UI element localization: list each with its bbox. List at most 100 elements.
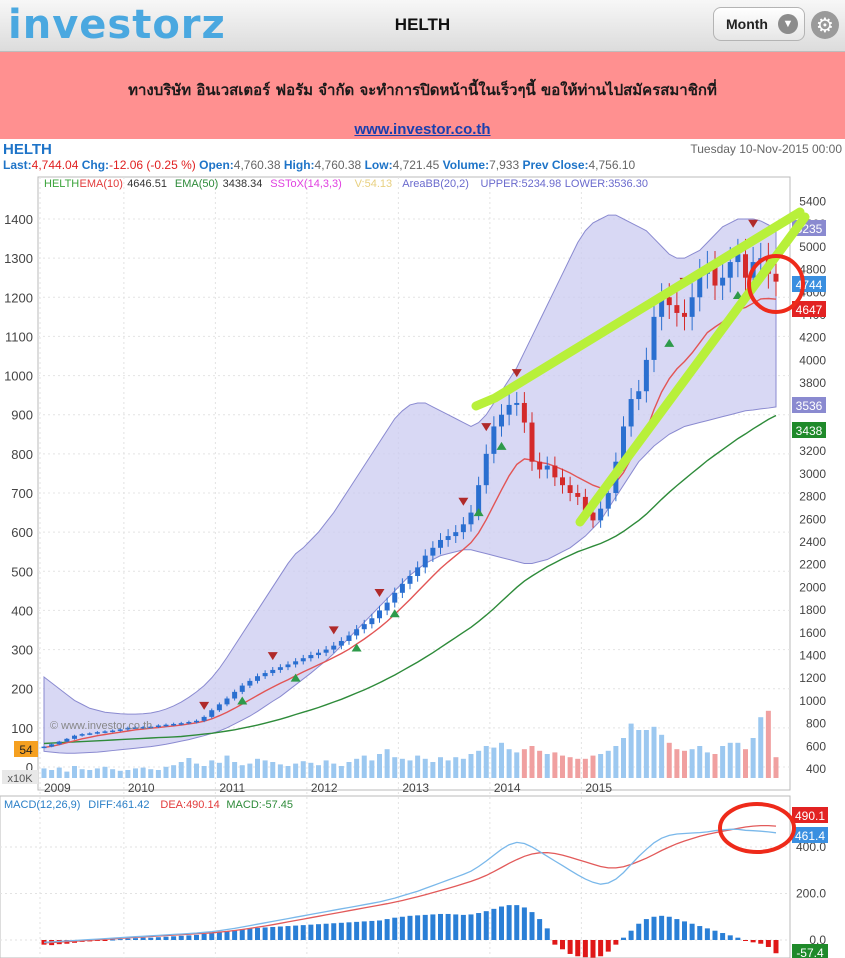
volume-unit-bg bbox=[2, 770, 38, 784]
price-chart[interactable]: 0 100 200 300 400 500 600 700 800 900 1000 1100 1200… bbox=[0, 172, 845, 958]
macd-histogram-bar bbox=[537, 919, 543, 940]
volume-bar bbox=[79, 769, 85, 778]
volume-bar bbox=[94, 768, 100, 778]
price-circle-annotation bbox=[747, 254, 805, 314]
volume-bar bbox=[361, 755, 367, 778]
candle-body bbox=[468, 512, 474, 525]
macd-histogram-bar bbox=[659, 915, 665, 940]
macd-dea-line bbox=[43, 824, 777, 944]
candle-body bbox=[224, 698, 230, 705]
volume-bar bbox=[201, 766, 207, 778]
quote-date: Tuesday 10-Nov-2015 00:00 bbox=[690, 142, 842, 156]
volume-bar bbox=[430, 762, 436, 778]
candle-body bbox=[331, 645, 337, 650]
right-axis-tick: 1200 bbox=[799, 671, 826, 685]
macd-histogram-bar bbox=[308, 924, 314, 940]
macd-histogram-bar bbox=[621, 937, 626, 940]
chevron-down-icon: ▼ bbox=[778, 14, 798, 34]
x-axis-label: 2015 bbox=[585, 781, 612, 795]
candle-body bbox=[155, 725, 161, 728]
chart-symbol: HELTH bbox=[3, 141, 52, 158]
volume-bar bbox=[56, 767, 62, 778]
right-axis-tick: 3000 bbox=[799, 467, 826, 481]
volume-bar bbox=[171, 765, 177, 778]
macd-histogram-bar bbox=[567, 940, 573, 954]
candle-body bbox=[262, 673, 268, 677]
left-axis-tick: 500 bbox=[11, 564, 33, 579]
volume-bar bbox=[453, 757, 459, 778]
volume-bar bbox=[346, 762, 352, 778]
macd-histogram-bar bbox=[171, 936, 177, 940]
sell-signal-marker bbox=[458, 497, 469, 506]
volume-bar bbox=[178, 762, 184, 778]
ema50-line bbox=[43, 414, 777, 745]
gear-icon[interactable]: ⚙ bbox=[811, 11, 839, 39]
macd-histogram-bar bbox=[514, 905, 520, 940]
top-bar: investorz HELTH Month ▼ ⚙ bbox=[0, 0, 845, 52]
volume-bar bbox=[438, 757, 443, 778]
candle-body bbox=[514, 402, 520, 405]
macd-histogram-bar bbox=[560, 940, 565, 950]
investorz-logo[interactable]: investorz bbox=[8, 2, 226, 48]
macd-histogram-bar bbox=[682, 921, 687, 940]
candle-body bbox=[506, 404, 512, 415]
candle-body bbox=[323, 649, 329, 653]
macd-histogram-bar bbox=[750, 940, 756, 943]
candle-body bbox=[285, 664, 291, 668]
open-value: 4,760.38 bbox=[233, 158, 281, 172]
volume-bar bbox=[499, 742, 504, 778]
macd-value-tag: 490.1 bbox=[795, 809, 825, 823]
volume-unit-label: x10K bbox=[7, 773, 33, 785]
legend-entry: EMA(10) bbox=[80, 178, 123, 190]
value-tag-bg bbox=[792, 397, 826, 413]
macd-histogram-bar bbox=[186, 935, 192, 940]
candle-body bbox=[316, 652, 321, 656]
right-axis-tick: 4200 bbox=[799, 331, 826, 345]
candle-body bbox=[438, 539, 443, 548]
value-tag: 4647 bbox=[796, 303, 823, 317]
volume-bar bbox=[773, 757, 779, 778]
notice-banner: ทางบริษัท อินเวสเตอร์ ฟอรัม จำกัด จะทำกา… bbox=[0, 52, 845, 139]
candle-body bbox=[308, 655, 314, 659]
volume-bar bbox=[163, 766, 169, 778]
volume-bar bbox=[49, 770, 55, 778]
buy-signal-marker bbox=[664, 338, 675, 347]
macd-axis-tick: 0.0 bbox=[809, 933, 826, 947]
macd-histogram-bar bbox=[773, 940, 779, 954]
macd-histogram-bar bbox=[140, 937, 146, 940]
macd-histogram-bar bbox=[628, 930, 634, 940]
volume-bar bbox=[277, 764, 283, 778]
right-axis-tick: 1000 bbox=[799, 694, 826, 708]
stoch-tag-bg bbox=[14, 741, 38, 757]
investor-link[interactable]: www.investor.co.th bbox=[354, 121, 491, 138]
candle-body bbox=[94, 732, 100, 734]
candle-body bbox=[643, 359, 649, 392]
candle-body bbox=[682, 312, 687, 317]
volume-bar bbox=[140, 767, 146, 778]
macd-histogram-bar bbox=[666, 916, 672, 940]
right-axis-tick: 4800 bbox=[799, 263, 826, 277]
macd-histogram-bar bbox=[102, 940, 108, 941]
volume-bar bbox=[216, 762, 222, 778]
candle-body bbox=[689, 297, 695, 317]
chg-label: Chg: bbox=[81, 158, 110, 172]
macd-legend-entry: DEA:490.14 bbox=[160, 799, 219, 811]
candle-body bbox=[605, 493, 611, 509]
period-dropdown[interactable]: Month ▼ bbox=[713, 7, 805, 41]
volume-bar bbox=[483, 746, 489, 778]
candle-body bbox=[598, 508, 604, 521]
macd-histogram-bar bbox=[643, 919, 649, 940]
candle-body bbox=[430, 547, 436, 556]
candle-body bbox=[544, 465, 550, 470]
macd-circle-annotation bbox=[718, 802, 796, 854]
candle-body bbox=[354, 629, 360, 636]
macd-histogram-bar bbox=[392, 917, 398, 940]
volume-bar bbox=[758, 717, 764, 778]
legend-entry: V:54.13 bbox=[355, 178, 393, 190]
candle-body bbox=[171, 723, 177, 726]
volume-bar bbox=[384, 749, 390, 778]
macd-histogram-bar bbox=[674, 919, 680, 940]
candle-body bbox=[133, 727, 138, 729]
macd-histogram-bar bbox=[163, 936, 169, 940]
macd-histogram-bar bbox=[468, 914, 474, 940]
